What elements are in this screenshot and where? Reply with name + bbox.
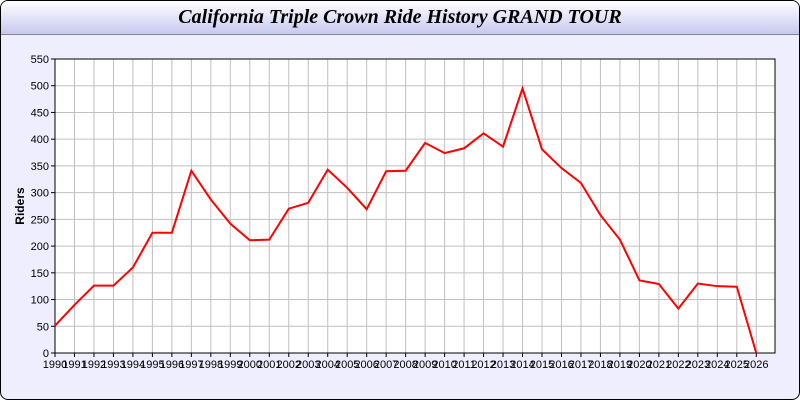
x-tick-label: 2021 xyxy=(647,359,671,371)
x-tick-label: 2001 xyxy=(257,359,281,371)
plot-border xyxy=(54,58,776,354)
y-tick-label: 100 xyxy=(31,295,49,307)
x-tick-label: 2024 xyxy=(705,359,729,371)
y-tick-label: 200 xyxy=(31,241,49,253)
title-bar: California Triple Crown Ride History GRA… xyxy=(1,1,799,35)
x-tick-label: 1998 xyxy=(199,359,223,371)
y-tick-label: 550 xyxy=(31,54,49,66)
x-tick-label: 2017 xyxy=(569,359,593,371)
y-tick-label: 450 xyxy=(31,107,49,119)
y-tick-label: 50 xyxy=(37,321,49,333)
y-axis-label: Riders xyxy=(13,187,27,225)
x-tick-label: 1996 xyxy=(160,359,184,371)
x-tick-label: 2023 xyxy=(686,359,710,371)
x-tick-label: 2025 xyxy=(725,359,749,371)
x-tick-label: 2020 xyxy=(627,359,651,371)
y-tick-label: 0 xyxy=(43,348,49,360)
x-tick-label: 2003 xyxy=(296,359,320,371)
x-tick-label: 2013 xyxy=(491,359,515,371)
x-tick-label: 2022 xyxy=(666,359,690,371)
x-tick-label: 2000 xyxy=(238,359,262,371)
y-tick-label: 150 xyxy=(31,268,49,280)
y-tick-label: 300 xyxy=(31,188,49,200)
x-tick-label: 2006 xyxy=(354,359,378,371)
plot-area xyxy=(55,59,775,353)
chart-title: California Triple Crown Ride History GRA… xyxy=(178,6,622,28)
x-tick-label: 2008 xyxy=(393,359,417,371)
x-tick-label: 1993 xyxy=(101,359,125,371)
y-tick-label: 500 xyxy=(31,81,49,93)
x-tick-label: 2014 xyxy=(510,359,534,371)
x-tick-label: 2016 xyxy=(549,359,573,371)
x-tick-label: 2007 xyxy=(374,359,398,371)
x-tick-label: 2026 xyxy=(744,359,768,371)
x-tick-label: 2015 xyxy=(530,359,554,371)
x-tick-label: 1992 xyxy=(82,359,106,371)
y-tick-label: 400 xyxy=(31,134,49,146)
x-tick-label: 1991 xyxy=(62,359,86,371)
x-tick-label: 2010 xyxy=(432,359,456,371)
x-tick-label: 1999 xyxy=(218,359,242,371)
x-tick-label: 2004 xyxy=(315,359,339,371)
y-tick-label: 250 xyxy=(31,214,49,226)
x-tick-label: 1994 xyxy=(121,359,145,371)
x-tick-label: 2012 xyxy=(471,359,495,371)
x-tick-label: 2018 xyxy=(588,359,612,371)
x-tick-label: 1995 xyxy=(140,359,164,371)
y-tick-label: 350 xyxy=(31,161,49,173)
x-tick-label: 1997 xyxy=(179,359,203,371)
x-tick-label: 2011 xyxy=(452,359,476,371)
x-tick-label: 2005 xyxy=(335,359,359,371)
x-tick-label: 2009 xyxy=(413,359,437,371)
x-tick-label: 1990 xyxy=(43,359,67,371)
x-tick-label: 2002 xyxy=(277,359,301,371)
x-tick-label: 2019 xyxy=(608,359,632,371)
